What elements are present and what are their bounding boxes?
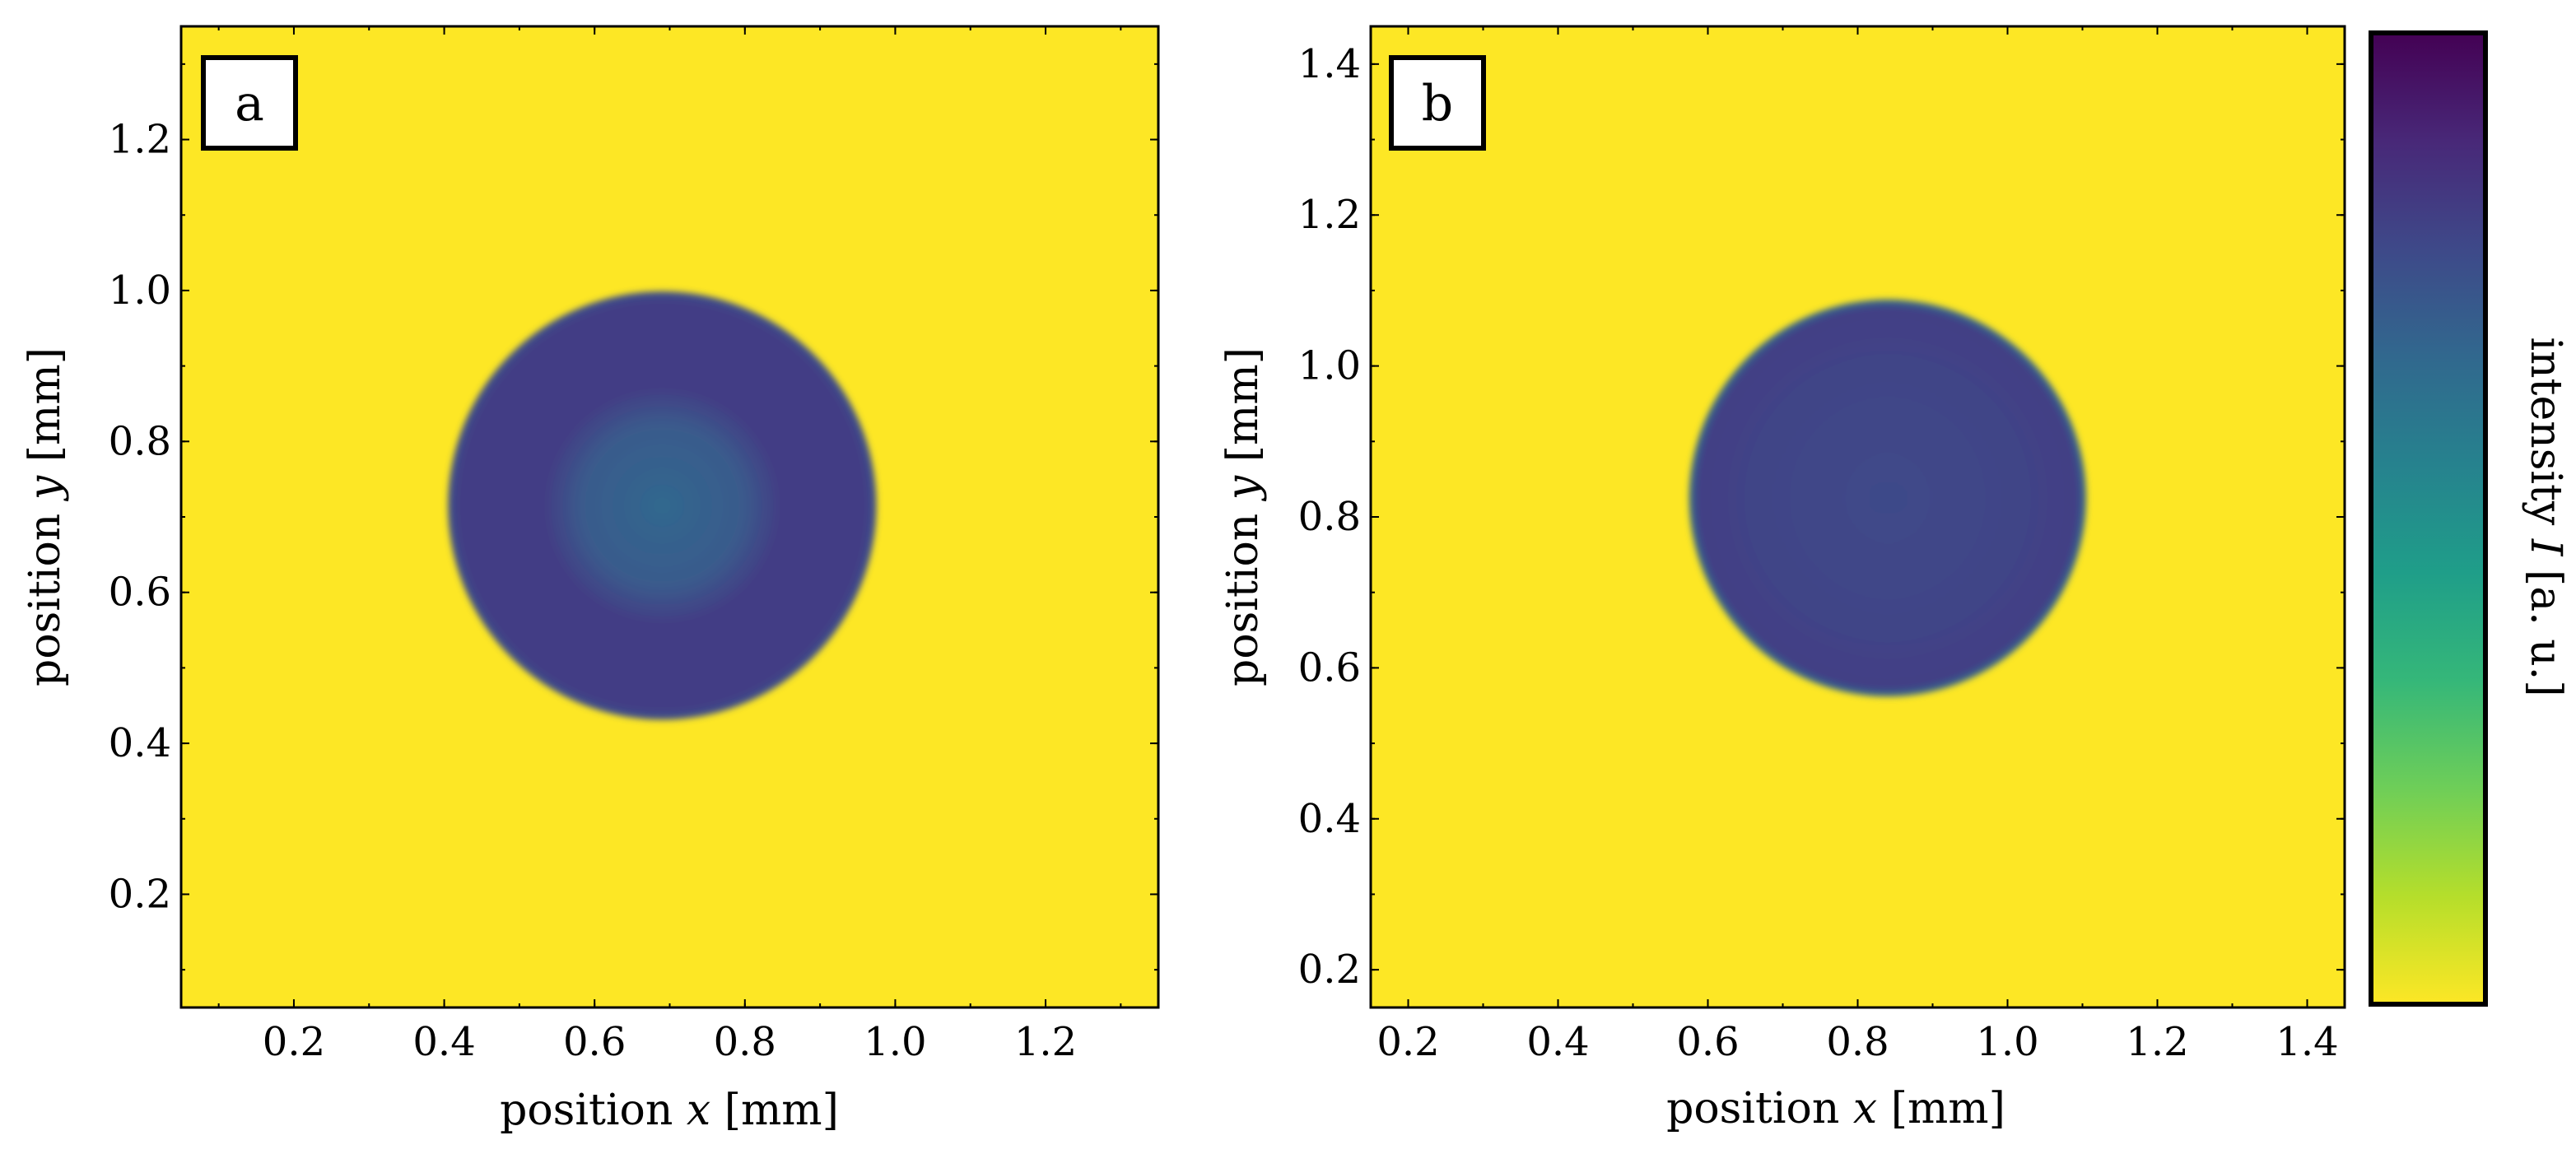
y-tick-label: 1.0 bbox=[1298, 343, 1361, 389]
x-tick-label: 1.2 bbox=[1014, 1019, 1077, 1065]
panel-b-ylabel: position y [mm] bbox=[1218, 347, 1268, 686]
x-tick-label: 1.0 bbox=[864, 1019, 926, 1065]
panel-a-y-axis: 0.2 0.4 0.6 0.8 1.0 1.2 bbox=[109, 63, 1158, 971]
y-tick-label: 0.4 bbox=[109, 720, 171, 766]
y-tick-label: 0.6 bbox=[109, 570, 171, 616]
panel-a-ylabel: position y [mm] bbox=[21, 347, 70, 686]
panel-a: 0.2 0.4 0.6 0.8 1.0 1.2 0.20.40.60.81.01.2 a … bbox=[21, 25, 1160, 1135]
y-tick-label: 1.0 bbox=[109, 268, 171, 314]
x-tick-label: 0.4 bbox=[1526, 1019, 1589, 1065]
x-tick-label: 0.4 bbox=[412, 1019, 475, 1065]
y-tick-label: 0.4 bbox=[1298, 796, 1361, 842]
panel-a-label-box: a bbox=[201, 55, 298, 151]
panel-a-label: a bbox=[235, 75, 264, 133]
colorbar: intensity I [a. u.] bbox=[2369, 30, 2570, 1007]
x-tick-label: 1.0 bbox=[1976, 1019, 2038, 1065]
colorbar-gradient bbox=[2369, 30, 2488, 1007]
heatmap-b-spot bbox=[1689, 299, 2087, 697]
panel-b-xlabel: position x [mm] bbox=[1666, 1084, 2005, 1133]
y-tick-label: 0.8 bbox=[109, 418, 171, 464]
y-tick-label: 1.4 bbox=[1298, 41, 1361, 87]
y-tick-label: 1.2 bbox=[1298, 192, 1361, 238]
y-tick-label: 0.2 bbox=[1298, 947, 1361, 993]
x-tick-label: 1.4 bbox=[2276, 1019, 2338, 1065]
y-tick-label: 0.2 bbox=[109, 871, 171, 917]
heatmap-a-spot bbox=[448, 291, 877, 720]
x-tick-label: 0.6 bbox=[563, 1019, 626, 1065]
x-tick-label: 1.2 bbox=[2126, 1019, 2188, 1065]
y-tick-label: 1.2 bbox=[109, 117, 171, 163]
colorbar-label: intensity I [a. u.] bbox=[2521, 337, 2570, 696]
panel-b-y-axis: 0.2 0.4 0.6 0.8 1.0 1.2 1.4 bbox=[1298, 41, 2345, 993]
panel-a-xlabel: position x [mm] bbox=[500, 1086, 839, 1135]
panel-b-label-box: b bbox=[1389, 55, 1486, 151]
x-tick-label: 0.8 bbox=[714, 1019, 776, 1065]
x-tick-label: 0.8 bbox=[1826, 1019, 1889, 1065]
x-tick-label: 0.2 bbox=[1377, 1019, 1439, 1065]
y-tick-label: 0.6 bbox=[1298, 644, 1361, 691]
panel-b: 0.2 0.4 0.6 0.8 1.0 1.2 1.4 0.2 0.4 0.6 0.8 1.0 1.2… bbox=[1218, 25, 2346, 1133]
panel-b-label: b bbox=[1422, 75, 1453, 133]
y-tick-label: 0.8 bbox=[1298, 494, 1361, 540]
x-tick-label: 0.6 bbox=[1676, 1019, 1739, 1065]
x-tick-label: 0.2 bbox=[263, 1019, 325, 1065]
panel-a-x-axis: 0.2 0.4 0.6 0.8 1.0 1.2 bbox=[217, 26, 1122, 1065]
panel-b-x-axis: 0.2 0.4 0.6 0.8 1.0 1.2 1.4 bbox=[1377, 26, 2339, 1065]
